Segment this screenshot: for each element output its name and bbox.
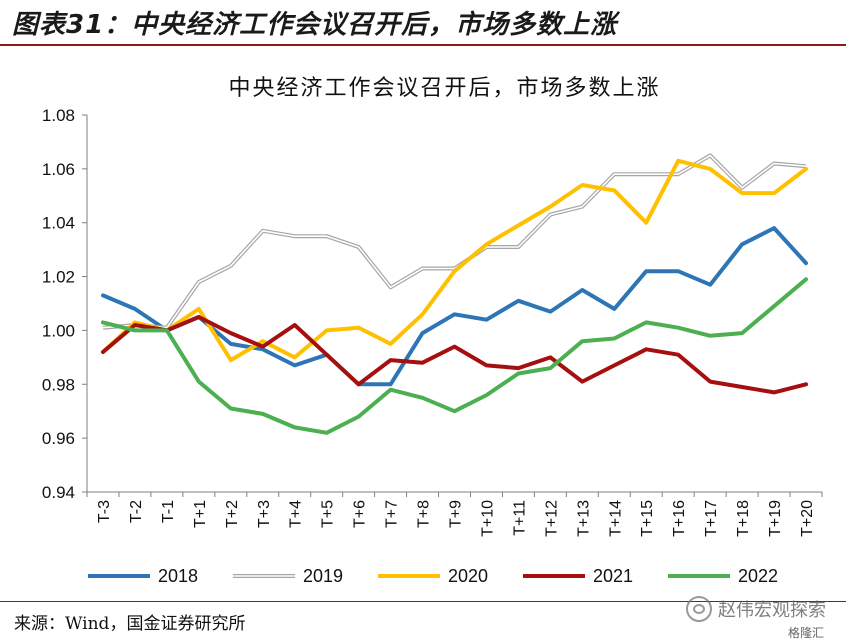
figure-title: 图表31：中央经济工作会议召开后，市场多数上涨: [12, 10, 618, 40]
line-chart: 中央经济工作会议召开后，市场多数上涨 0.94 0.96 0.98 1.00 1.02 1.…: [42, 75, 823, 586]
series-line-2022: [101, 277, 808, 435]
x-tick-label: T+18: [735, 500, 752, 537]
series-line-2020: [101, 158, 808, 363]
title-rule: [0, 44, 846, 46]
y-tick-label: 0.98: [42, 375, 75, 394]
footer-rule: [0, 601, 846, 602]
watermark-text: 赵伟宏观探索: [718, 600, 826, 621]
x-tick-label: T+4: [288, 500, 305, 528]
x-tick-label: T+3: [256, 500, 273, 528]
y-tick-label: 0.94: [42, 483, 75, 502]
y-tick-label: 1.08: [42, 106, 75, 125]
y-tick-label: 1.04: [42, 214, 75, 233]
y-tick-label: 0.96: [42, 429, 75, 448]
chart-title: 中央经济工作会议召开后，市场多数上涨: [228, 75, 660, 100]
x-tick-label: T+16: [671, 500, 688, 537]
x-tick-label: T+14: [607, 500, 624, 537]
legend-label-2020: 2020: [448, 566, 488, 586]
series-line-2021: [101, 315, 808, 395]
x-tick-label: T+12: [543, 500, 560, 537]
series-line-2019: [102, 153, 807, 330]
x-tick-label: T+10: [479, 500, 496, 537]
watermark-sub: 格隆汇: [787, 626, 824, 640]
series-line-inner-2019: [102, 154, 807, 329]
x-tick-label: T+13: [575, 500, 592, 537]
series-line-2018: [101, 226, 808, 387]
chart-area: 中央经济工作会议召开后，市场多数上涨 0.94 0.96 0.98 1.00 1.02 1.…: [0, 50, 846, 600]
legend-label-2022: 2022: [738, 566, 778, 586]
legend-label-2021: 2021: [593, 566, 633, 586]
x-tick-label: T+2: [224, 500, 241, 528]
legend-label-2018: 2018: [158, 566, 198, 586]
x-tick-label: T+19: [767, 500, 784, 537]
x-tick-label: T+1: [192, 500, 209, 528]
y-tick-label: 1.02: [42, 268, 75, 287]
y-tick-label: 1.00: [42, 321, 75, 340]
x-tick-label: T+6: [352, 500, 369, 528]
y-tick-label: 1.06: [42, 160, 75, 179]
wechat-icon: [686, 596, 712, 622]
watermark: 赵伟宏观探索: [686, 596, 826, 622]
x-tick-label: T+8: [416, 500, 433, 528]
source-note: 来源：Wind，国金证券研究所: [14, 614, 246, 634]
x-tick-label: T+5: [320, 500, 337, 528]
x-tick-label: T+20: [799, 500, 816, 537]
legend-label-2019: 2019: [303, 566, 343, 586]
x-tick-label: T+7: [384, 500, 401, 528]
x-tick-label: T+15: [639, 500, 656, 537]
x-tick-label: T+11: [511, 500, 528, 536]
x-tick-label: T-2: [128, 500, 145, 523]
x-tick-label: T+9: [448, 500, 465, 528]
x-tick-label: T-1: [160, 500, 177, 523]
x-tick-label: T+17: [703, 500, 720, 537]
x-tick-label: T-3: [96, 500, 113, 523]
